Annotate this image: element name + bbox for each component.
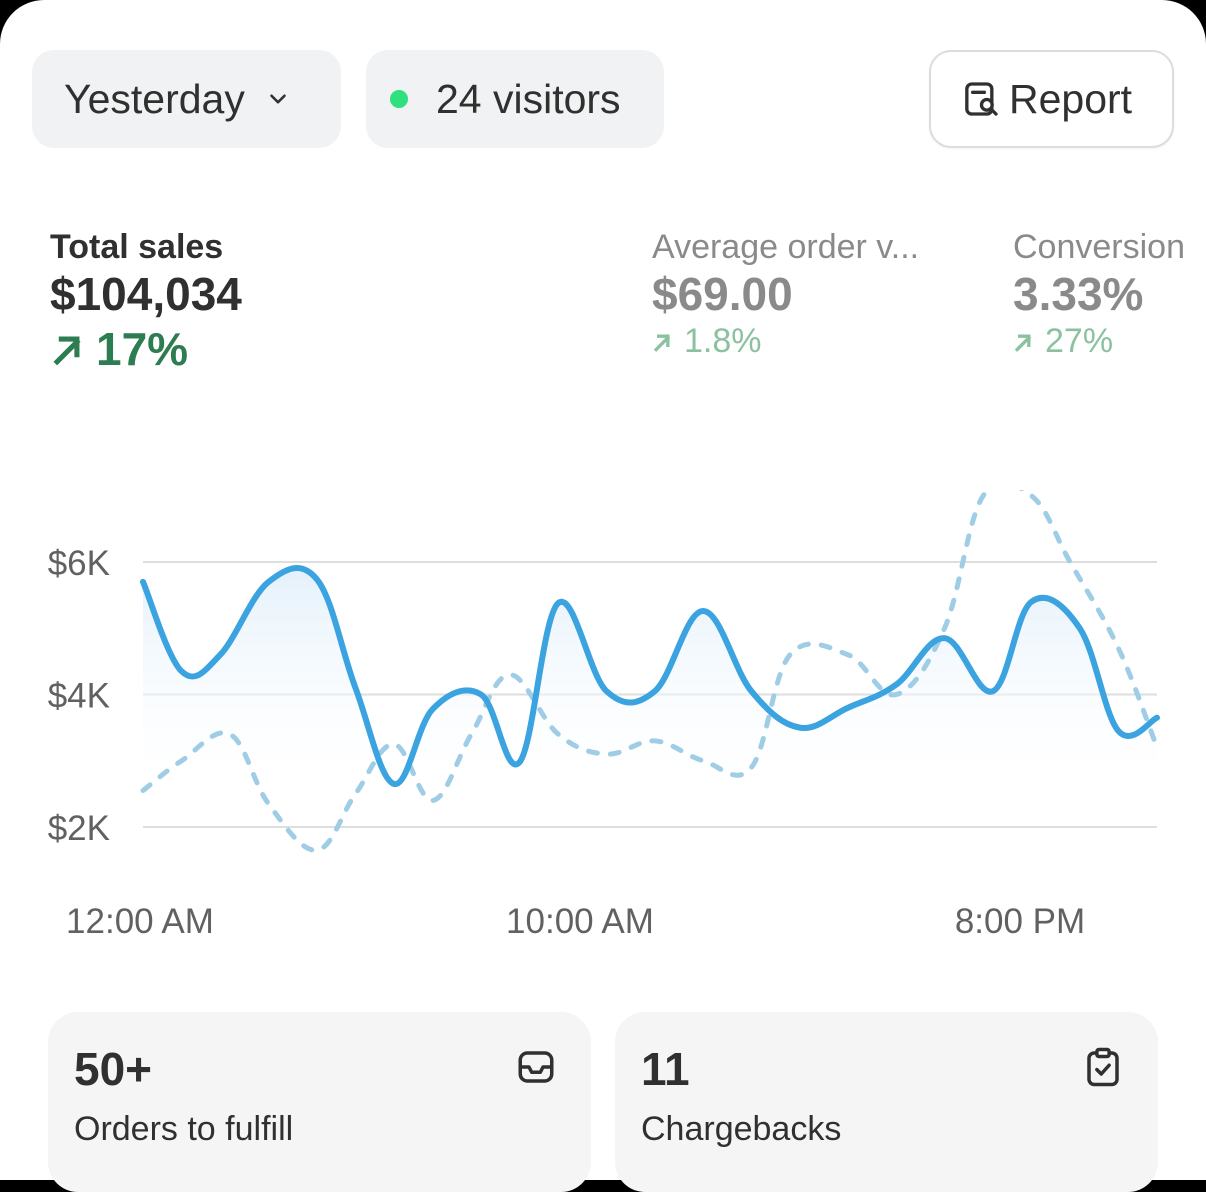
metric-total-sales[interactable]: Total sales $104,034 17%	[50, 228, 242, 376]
report-label: Report	[1009, 75, 1133, 122]
report-search-icon	[965, 82, 998, 116]
metric-change: 1.8%	[652, 322, 919, 361]
arrow-up-right-icon	[1014, 334, 1032, 352]
arrow-up-right-icon	[653, 334, 671, 352]
metric-change: 27%	[1013, 322, 1185, 361]
live-visitors-badge[interactable]: 24 visitors	[366, 50, 664, 148]
metric-label: Total sales	[50, 228, 224, 266]
clipboard-check-icon	[1087, 1047, 1119, 1087]
metric-conversion[interactable]: Conversion 3.33% 27%	[1013, 228, 1185, 361]
primary-series-line	[140, 565, 1160, 787]
metric-value: $69.00	[652, 268, 793, 320]
metric-change-value: 1.8%	[684, 322, 762, 360]
x-tick-label: 8:00 PM	[955, 902, 1085, 941]
chargebacks-tile[interactable]: 11 Chargebacks	[615, 1012, 1158, 1192]
series-area	[143, 567, 1157, 785]
metric-average-order-value[interactable]: Average order v... $69.00 1.8%	[652, 228, 919, 361]
inbox-icon	[518, 1051, 554, 1083]
metric-value: $104,034	[50, 268, 242, 320]
metric-value: 3.33%	[1013, 268, 1144, 320]
live-status-dot	[390, 90, 408, 108]
tile-label: Chargebacks	[641, 1110, 842, 1148]
date-range-label: Yesterday	[64, 75, 245, 122]
comparison-series-line	[140, 490, 1160, 853]
tile-value: 50+	[74, 1043, 153, 1095]
y-tick-label: $4K	[48, 677, 110, 716]
y-tick-label: $6K	[48, 544, 110, 583]
metric-change: 17%	[50, 322, 242, 376]
x-tick-label: 10:00 AM	[506, 902, 654, 941]
tile-label: Orders to fulfill	[74, 1110, 294, 1148]
chevron-down-icon	[270, 94, 286, 104]
report-button[interactable]: Report	[929, 50, 1174, 148]
metric-change-value: 27%	[1045, 322, 1114, 360]
orders-to-fulfill-tile[interactable]: 50+ Orders to fulfill	[48, 1012, 591, 1192]
date-range-selector[interactable]: Yesterday	[32, 50, 341, 148]
tile-value: 11	[641, 1043, 690, 1095]
x-tick-label: 12:00 AM	[66, 902, 214, 941]
sales-line-chart[interactable]: $6K $4K $2K 12:00 AM 10:00 AM 8:00 PM	[0, 490, 1206, 960]
arrow-up-right-icon	[53, 336, 81, 366]
visitors-count: 24 visitors	[436, 75, 621, 122]
y-tick-label: $2K	[48, 809, 110, 848]
metric-label: Average order v...	[652, 228, 920, 266]
metric-label: Conversion	[1013, 228, 1185, 266]
metric-change-value: 17%	[96, 323, 189, 375]
